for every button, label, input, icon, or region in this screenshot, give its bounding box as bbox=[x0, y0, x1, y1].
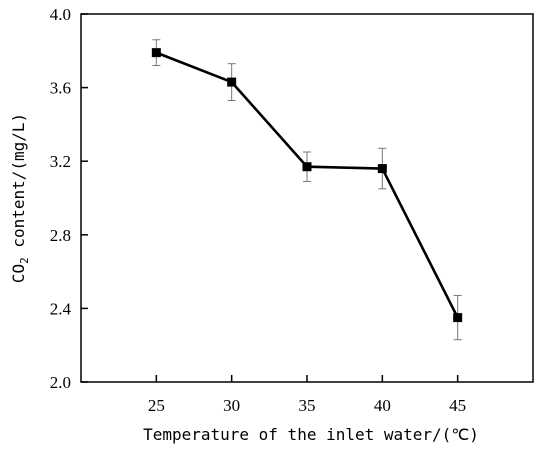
x-tick-label: 40 bbox=[374, 396, 391, 415]
y-tick-label: 4.0 bbox=[50, 5, 71, 24]
data-point-marker bbox=[302, 162, 312, 172]
y-tick-label: 2.4 bbox=[50, 299, 72, 318]
y-axis-ticks: 2.0 2.4 2.8 3.2 3.6 4.0 bbox=[50, 5, 88, 392]
y-axis-label-subscript: 2 bbox=[18, 257, 31, 264]
data-point-marker bbox=[377, 164, 387, 174]
data-point-marker bbox=[453, 313, 463, 323]
y-tick-label: 3.2 bbox=[50, 152, 71, 171]
data-point-marker bbox=[151, 48, 161, 58]
y-axis-label-prefix: CO bbox=[9, 264, 28, 283]
y-tick-label: 2.0 bbox=[50, 373, 71, 392]
x-tick-label: 45 bbox=[449, 396, 466, 415]
series-line bbox=[155, 51, 459, 319]
plot-frame bbox=[80, 13, 534, 383]
x-axis-ticks: 25 30 35 40 45 bbox=[148, 375, 466, 415]
y-tick-label: 3.6 bbox=[50, 79, 71, 98]
data-point-marker bbox=[227, 77, 237, 87]
y-axis-label-suffix: content/(mg/L) bbox=[9, 113, 28, 258]
x-tick-label: 25 bbox=[148, 396, 165, 415]
y-tick-label: 2.8 bbox=[50, 226, 71, 245]
y-axis-label: CO2 content/(mg/L) bbox=[9, 113, 31, 283]
x-tick-label: 30 bbox=[223, 396, 240, 415]
x-axis-label: Temperature of the inlet water/(℃) bbox=[143, 425, 479, 444]
error-bars bbox=[152, 39, 462, 341]
data-markers bbox=[151, 48, 463, 323]
x-tick-label: 35 bbox=[299, 396, 316, 415]
